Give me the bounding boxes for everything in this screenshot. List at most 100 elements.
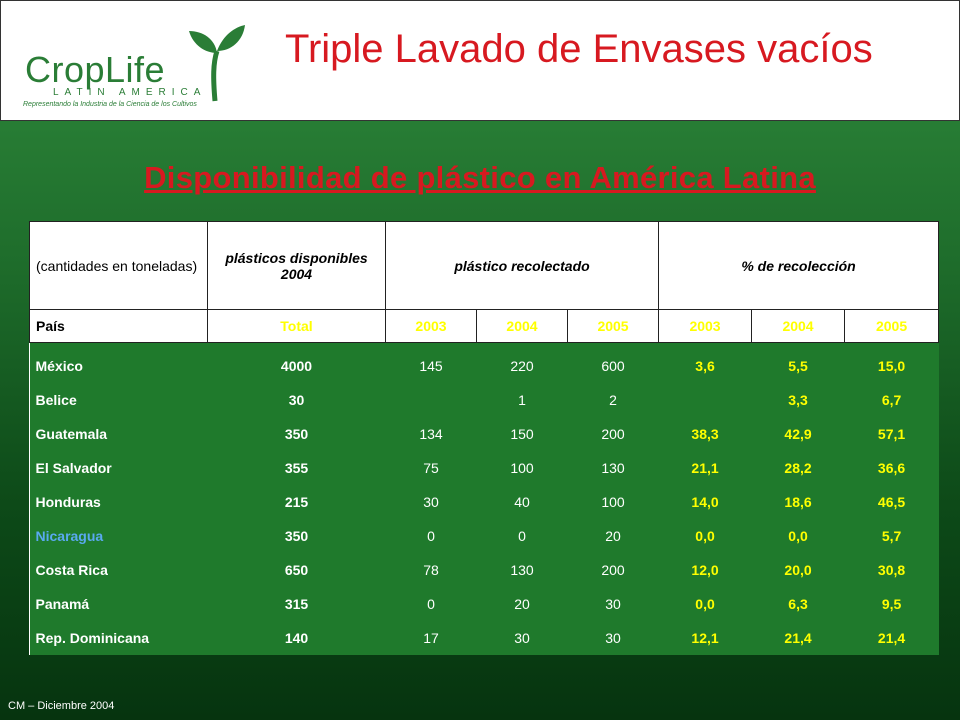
percent-cell: 28,2	[751, 451, 845, 485]
percent-cell: 21,1	[658, 451, 752, 485]
percent-cell: 0,0	[751, 519, 845, 553]
year-cell: 2005	[566, 309, 660, 343]
table-row: Guatemala 350 134 150 200 38,3 42,9 57,1	[29, 417, 939, 451]
table-body: México 4000 145 220 600 3,6 5,5 15,0 Belice 30 1 2 3…	[29, 342, 939, 655]
table-row: Panamá 315 0 20 30 0,0 6,3 9,5	[29, 587, 939, 621]
percent-cell: 5,7	[844, 519, 939, 553]
collected-cell: 100	[476, 451, 568, 485]
collected-cell: 40	[476, 485, 568, 519]
table-row: El Salvador 355 75 100 130 21,1 28,2 36,6	[29, 451, 939, 485]
percent-cell: 9,5	[844, 587, 939, 621]
collected-cell: 0	[385, 519, 477, 553]
year-cell: 2004	[476, 309, 568, 343]
percent-cell: 30,8	[844, 553, 939, 587]
collected-cell: 0	[476, 519, 568, 553]
year-cell: 2004	[751, 309, 846, 343]
percent-cell: 36,6	[844, 451, 939, 485]
percent-cell	[658, 383, 752, 417]
percent-cell: 21,4	[844, 621, 939, 655]
table-subtitle: Disponibilidad de plástico en América La…	[144, 160, 816, 195]
unit-label: (cantidades en toneladas)	[29, 221, 208, 310]
collected-cell: 220	[476, 342, 568, 383]
total-label: Total	[207, 309, 386, 343]
pais-label: País	[29, 309, 208, 343]
collected-cell: 0	[385, 587, 477, 621]
collected-cell: 30	[476, 621, 568, 655]
collected-cell: 134	[385, 417, 477, 451]
collected-cell: 20	[476, 587, 568, 621]
percent-cell: 46,5	[844, 485, 939, 519]
collected-cell: 30	[385, 485, 477, 519]
table-row: Nicaragua 350 0 0 20 0,0 0,0 5,7	[29, 519, 939, 553]
collected-cell: 75	[385, 451, 477, 485]
logo-wordmark: CropLife	[25, 49, 166, 90]
percent-cell: 21,4	[751, 621, 845, 655]
collected-cell: 20	[567, 519, 659, 553]
header-available: plásticos disponibles 2004	[207, 221, 386, 310]
country-cell: Guatemala	[29, 417, 208, 451]
percent-cell: 57,1	[844, 417, 939, 451]
header-percent: % de recolección	[658, 221, 940, 310]
percent-cell: 42,9	[751, 417, 845, 451]
collected-cell: 30	[567, 621, 659, 655]
collected-cell: 130	[567, 451, 659, 485]
collected-cell: 145	[385, 342, 477, 383]
collected-cell: 2	[567, 383, 659, 417]
percent-cell: 20,0	[751, 553, 845, 587]
country-cell: Nicaragua	[29, 519, 208, 553]
collected-cell	[385, 383, 477, 417]
percent-cell: 12,1	[658, 621, 752, 655]
total-cell: 140	[207, 621, 386, 655]
percent-cell: 14,0	[658, 485, 752, 519]
percent-cell: 3,3	[751, 383, 845, 417]
total-cell: 315	[207, 587, 386, 621]
collected-cell: 17	[385, 621, 477, 655]
table-row: Costa Rica 650 78 130 200 12,0 20,0 30,8	[29, 553, 939, 587]
country-cell: Honduras	[29, 485, 208, 519]
collected-cell: 200	[567, 417, 659, 451]
country-cell: Rep. Dominicana	[29, 621, 208, 655]
percent-cell: 0,0	[658, 519, 752, 553]
percent-cell: 6,3	[751, 587, 845, 621]
percent-cell: 38,3	[658, 417, 752, 451]
table-row: Belice 30 1 2 3,3 6,7	[29, 383, 939, 417]
collected-cell: 130	[476, 553, 568, 587]
year-cell: 2003	[385, 309, 477, 343]
percent-cell: 3,6	[658, 342, 752, 383]
collected-cell: 30	[567, 587, 659, 621]
country-cell: El Salvador	[29, 451, 208, 485]
percent-cell: 0,0	[658, 587, 752, 621]
percent-cell: 12,0	[658, 553, 752, 587]
total-cell: 30	[207, 383, 386, 417]
country-cell: México	[29, 342, 208, 383]
collected-cell: 150	[476, 417, 568, 451]
percent-cell: 18,6	[751, 485, 845, 519]
collected-cell: 78	[385, 553, 477, 587]
logo-region: LATIN AMERICA	[53, 87, 207, 98]
total-cell: 4000	[207, 342, 386, 383]
year-cell: 2003	[658, 309, 753, 343]
year-cell: 2005	[844, 309, 940, 343]
total-cell: 350	[207, 519, 386, 553]
logo-tagline: Representando la Industria de la Ciencia…	[23, 101, 197, 108]
table-row: México 4000 145 220 600 3,6 5,5 15,0	[29, 342, 939, 383]
collected-cell: 600	[567, 342, 659, 383]
country-cell: Costa Rica	[29, 553, 208, 587]
total-cell: 350	[207, 417, 386, 451]
percent-cell: 6,7	[844, 383, 939, 417]
croplife-logo: CropLife LATIN AMERICA Representando la …	[19, 19, 245, 119]
country-cell: Belice	[29, 383, 208, 417]
percent-cell: 15,0	[844, 342, 939, 383]
slide-title: Triple Lavado de Envases vacíos	[285, 27, 873, 71]
plastic-availability-table: (cantidades en toneladas) plásticos disp…	[29, 221, 940, 655]
country-cell: Panamá	[29, 587, 208, 621]
total-cell: 215	[207, 485, 386, 519]
table-row: Honduras 215 30 40 100 14,0 18,6 46,5	[29, 485, 939, 519]
sprout-icon	[189, 25, 245, 102]
table-header-row: (cantidades en toneladas) plásticos disp…	[29, 221, 940, 310]
year-row: País Total 2003 2004 2005 2003 2004 2005	[29, 309, 940, 343]
total-cell: 650	[207, 553, 386, 587]
collected-cell: 1	[476, 383, 568, 417]
collected-cell: 200	[567, 553, 659, 587]
footer-note: CM – Diciembre 2004	[8, 700, 115, 712]
